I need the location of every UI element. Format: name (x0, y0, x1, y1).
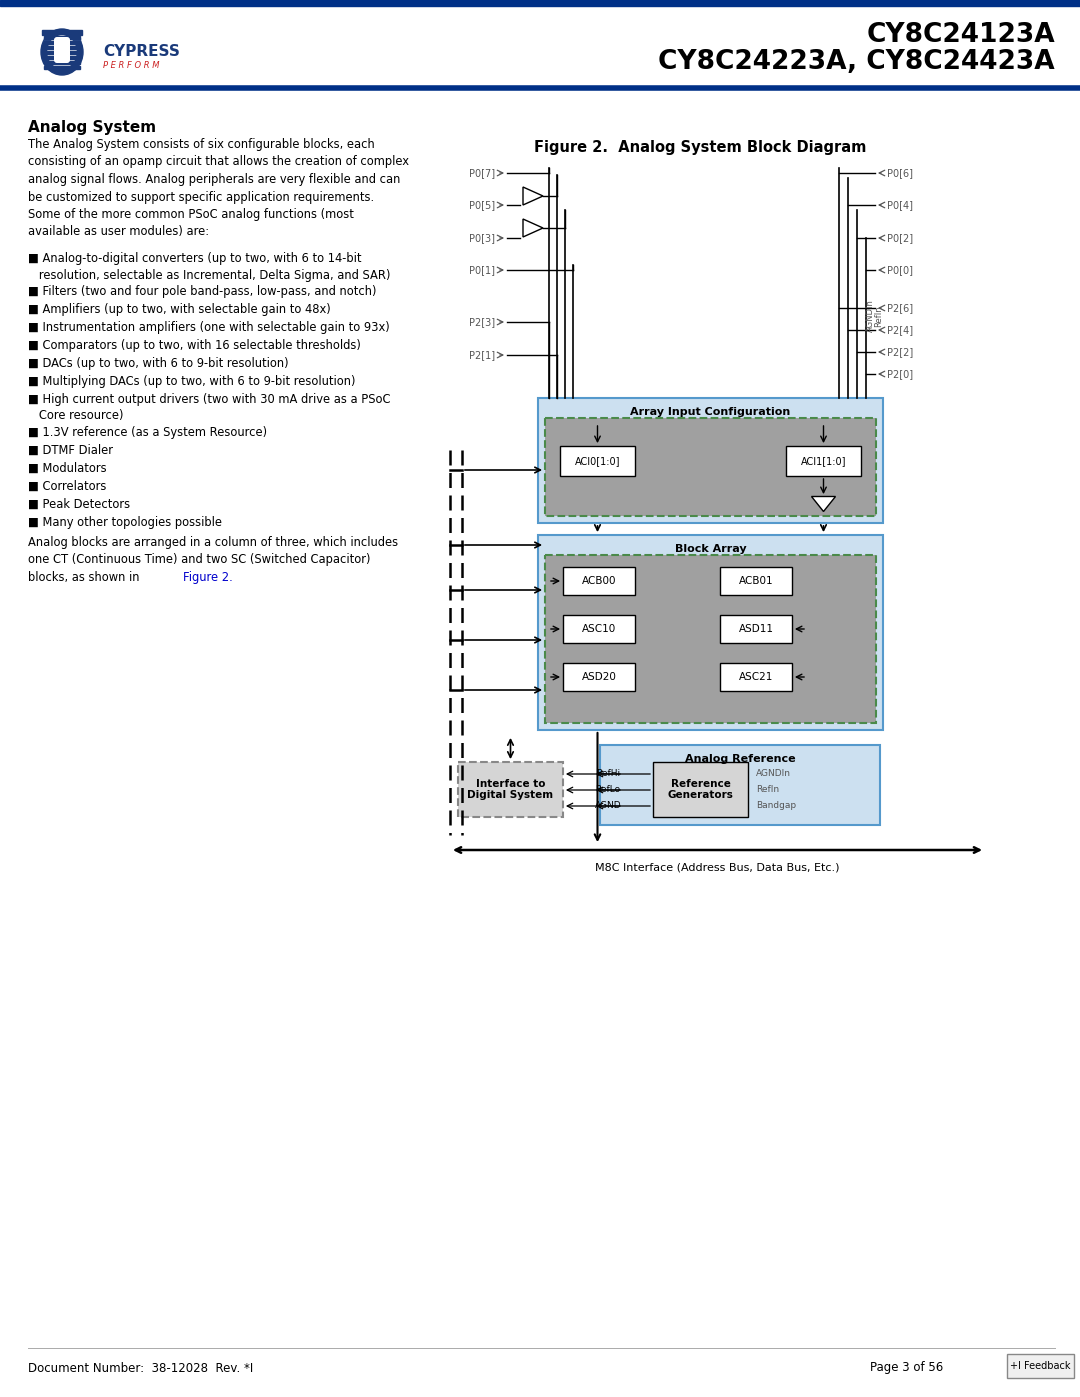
Text: ACB01: ACB01 (739, 576, 773, 585)
Text: Analog System: Analog System (28, 120, 157, 136)
Text: ASC21: ASC21 (739, 672, 773, 682)
Text: P2[1]: P2[1] (469, 351, 495, 360)
FancyBboxPatch shape (561, 446, 635, 476)
Text: P2[2]: P2[2] (887, 346, 914, 358)
Text: ASD11: ASD11 (739, 624, 773, 634)
Bar (0, 0, 1080, 6)
Text: P0[3]: P0[3] (469, 233, 495, 243)
Text: +I Feedback: +I Feedback (1010, 1361, 1070, 1370)
FancyBboxPatch shape (563, 664, 635, 692)
Text: RefIn: RefIn (875, 305, 883, 327)
Text: Figure 2.  Analog System Block Diagram: Figure 2. Analog System Block Diagram (534, 140, 866, 155)
Text: ■ High current output drivers (two with 30 mA drive as a PSoC
   Core resource): ■ High current output drivers (two with … (28, 393, 391, 422)
Text: Interface to
Digital System: Interface to Digital System (468, 778, 554, 800)
Text: ACB00: ACB00 (582, 576, 617, 585)
Text: Figure 2.: Figure 2. (183, 571, 233, 584)
FancyBboxPatch shape (545, 555, 876, 724)
Text: RefLo: RefLo (595, 785, 621, 795)
Text: ACI0[1:0]: ACI0[1:0] (575, 455, 620, 467)
Text: Analog blocks are arranged in a column of three, which includes
one CT (Continuo: Analog blocks are arranged in a column o… (28, 536, 399, 584)
Polygon shape (811, 496, 836, 511)
Text: P0[2]: P0[2] (887, 233, 913, 243)
FancyBboxPatch shape (563, 567, 635, 595)
Text: ACI1[1:0]: ACI1[1:0] (800, 455, 847, 467)
Text: ■ Multiplying DACs (up to two, with 6 to 9-bit resolution): ■ Multiplying DACs (up to two, with 6 to… (28, 374, 355, 388)
Text: CY8C24223A, CY8C24423A: CY8C24223A, CY8C24423A (659, 49, 1055, 75)
Text: Bandgap: Bandgap (756, 802, 796, 810)
Polygon shape (523, 219, 543, 237)
Bar (44, 66, 80, 68)
Polygon shape (523, 187, 543, 205)
Bar (46, 46, 78, 52)
Text: AGNDIn: AGNDIn (865, 299, 875, 332)
Text: P0[0]: P0[0] (887, 265, 913, 275)
Ellipse shape (41, 29, 83, 75)
Text: M8C Interface (Address Bus, Data Bus, Etc.): M8C Interface (Address Bus, Data Bus, Et… (595, 863, 840, 873)
Bar (44, 56, 80, 59)
Text: P E R F O R M: P E R F O R M (103, 61, 160, 70)
Text: Array Input Configuration: Array Input Configuration (631, 407, 791, 416)
Text: AGND: AGND (595, 802, 621, 810)
FancyBboxPatch shape (545, 418, 876, 515)
Text: Analog Reference: Analog Reference (685, 754, 795, 764)
FancyBboxPatch shape (720, 615, 792, 643)
Text: ■ Peak Detectors: ■ Peak Detectors (28, 497, 130, 511)
Text: Document Number:  38-12028  Rev. *I: Document Number: 38-12028 Rev. *I (28, 1362, 253, 1375)
Bar (44, 38, 80, 43)
Bar (44, 41, 80, 43)
FancyBboxPatch shape (720, 567, 792, 595)
Text: ■ Analog-to-digital converters (up to two, with 6 to 14-bit
   resolution, selec: ■ Analog-to-digital converters (up to tw… (28, 251, 391, 282)
FancyBboxPatch shape (538, 398, 883, 522)
FancyBboxPatch shape (563, 615, 635, 643)
Text: Page 3 of 56: Page 3 of 56 (870, 1362, 943, 1375)
FancyBboxPatch shape (54, 36, 70, 63)
Text: P0[7]: P0[7] (469, 168, 495, 177)
Text: P0[1]: P0[1] (469, 265, 495, 275)
FancyBboxPatch shape (458, 761, 563, 817)
Text: ASC10: ASC10 (582, 624, 616, 634)
Text: ■ DACs (up to two, with 6 to 9-bit resolution): ■ DACs (up to two, with 6 to 9-bit resol… (28, 358, 288, 370)
FancyBboxPatch shape (538, 535, 883, 731)
FancyBboxPatch shape (653, 761, 748, 817)
Text: P2[3]: P2[3] (469, 317, 495, 327)
Text: CYPRESS: CYPRESS (103, 45, 180, 60)
Text: CY8C24123A: CY8C24123A (866, 22, 1055, 47)
Text: ■ Correlators: ■ Correlators (28, 481, 106, 493)
Bar (42, 29, 82, 35)
Text: RefIn: RefIn (756, 785, 779, 795)
Text: AGNDIn: AGNDIn (756, 770, 791, 778)
Text: ■ Instrumentation amplifiers (one with selectable gain to 93x): ■ Instrumentation amplifiers (one with s… (28, 321, 390, 334)
Text: The Analog System consists of six configurable blocks, each
consisting of an opa: The Analog System consists of six config… (28, 138, 409, 239)
Text: ASD20: ASD20 (581, 672, 617, 682)
Text: ■ Modulators: ■ Modulators (28, 462, 107, 475)
Text: ■ DTMF Dialer: ■ DTMF Dialer (28, 444, 113, 457)
Text: ■ 1.3V reference (as a System Resource): ■ 1.3V reference (as a System Resource) (28, 426, 267, 439)
Text: P0[4]: P0[4] (887, 200, 913, 210)
FancyBboxPatch shape (720, 664, 792, 692)
Bar (44, 52, 80, 54)
Text: P2[4]: P2[4] (887, 326, 913, 335)
Bar (44, 61, 80, 64)
Text: P0[5]: P0[5] (469, 200, 495, 210)
Text: P2[0]: P2[0] (887, 369, 913, 379)
Text: Reference
Generators: Reference Generators (667, 778, 733, 800)
Text: ■ Many other topologies possible: ■ Many other topologies possible (28, 515, 222, 529)
FancyBboxPatch shape (786, 446, 861, 476)
FancyBboxPatch shape (1007, 1354, 1074, 1377)
Text: P2[6]: P2[6] (887, 303, 913, 313)
Text: P0[6]: P0[6] (887, 168, 913, 177)
FancyBboxPatch shape (600, 745, 880, 826)
Text: RefHi: RefHi (596, 770, 620, 778)
Text: ■ Amplifiers (up to two, with selectable gain to 48x): ■ Amplifiers (up to two, with selectable… (28, 303, 330, 316)
Bar (44, 36, 80, 39)
Text: ■ Comparators (up to two, with 16 selectable thresholds): ■ Comparators (up to two, with 16 select… (28, 339, 361, 352)
Bar (44, 46, 80, 49)
Ellipse shape (48, 36, 76, 68)
Text: Block Array: Block Array (675, 543, 746, 555)
Text: ■ Filters (two and four pole band-pass, low-pass, and notch): ■ Filters (two and four pole band-pass, … (28, 285, 377, 298)
